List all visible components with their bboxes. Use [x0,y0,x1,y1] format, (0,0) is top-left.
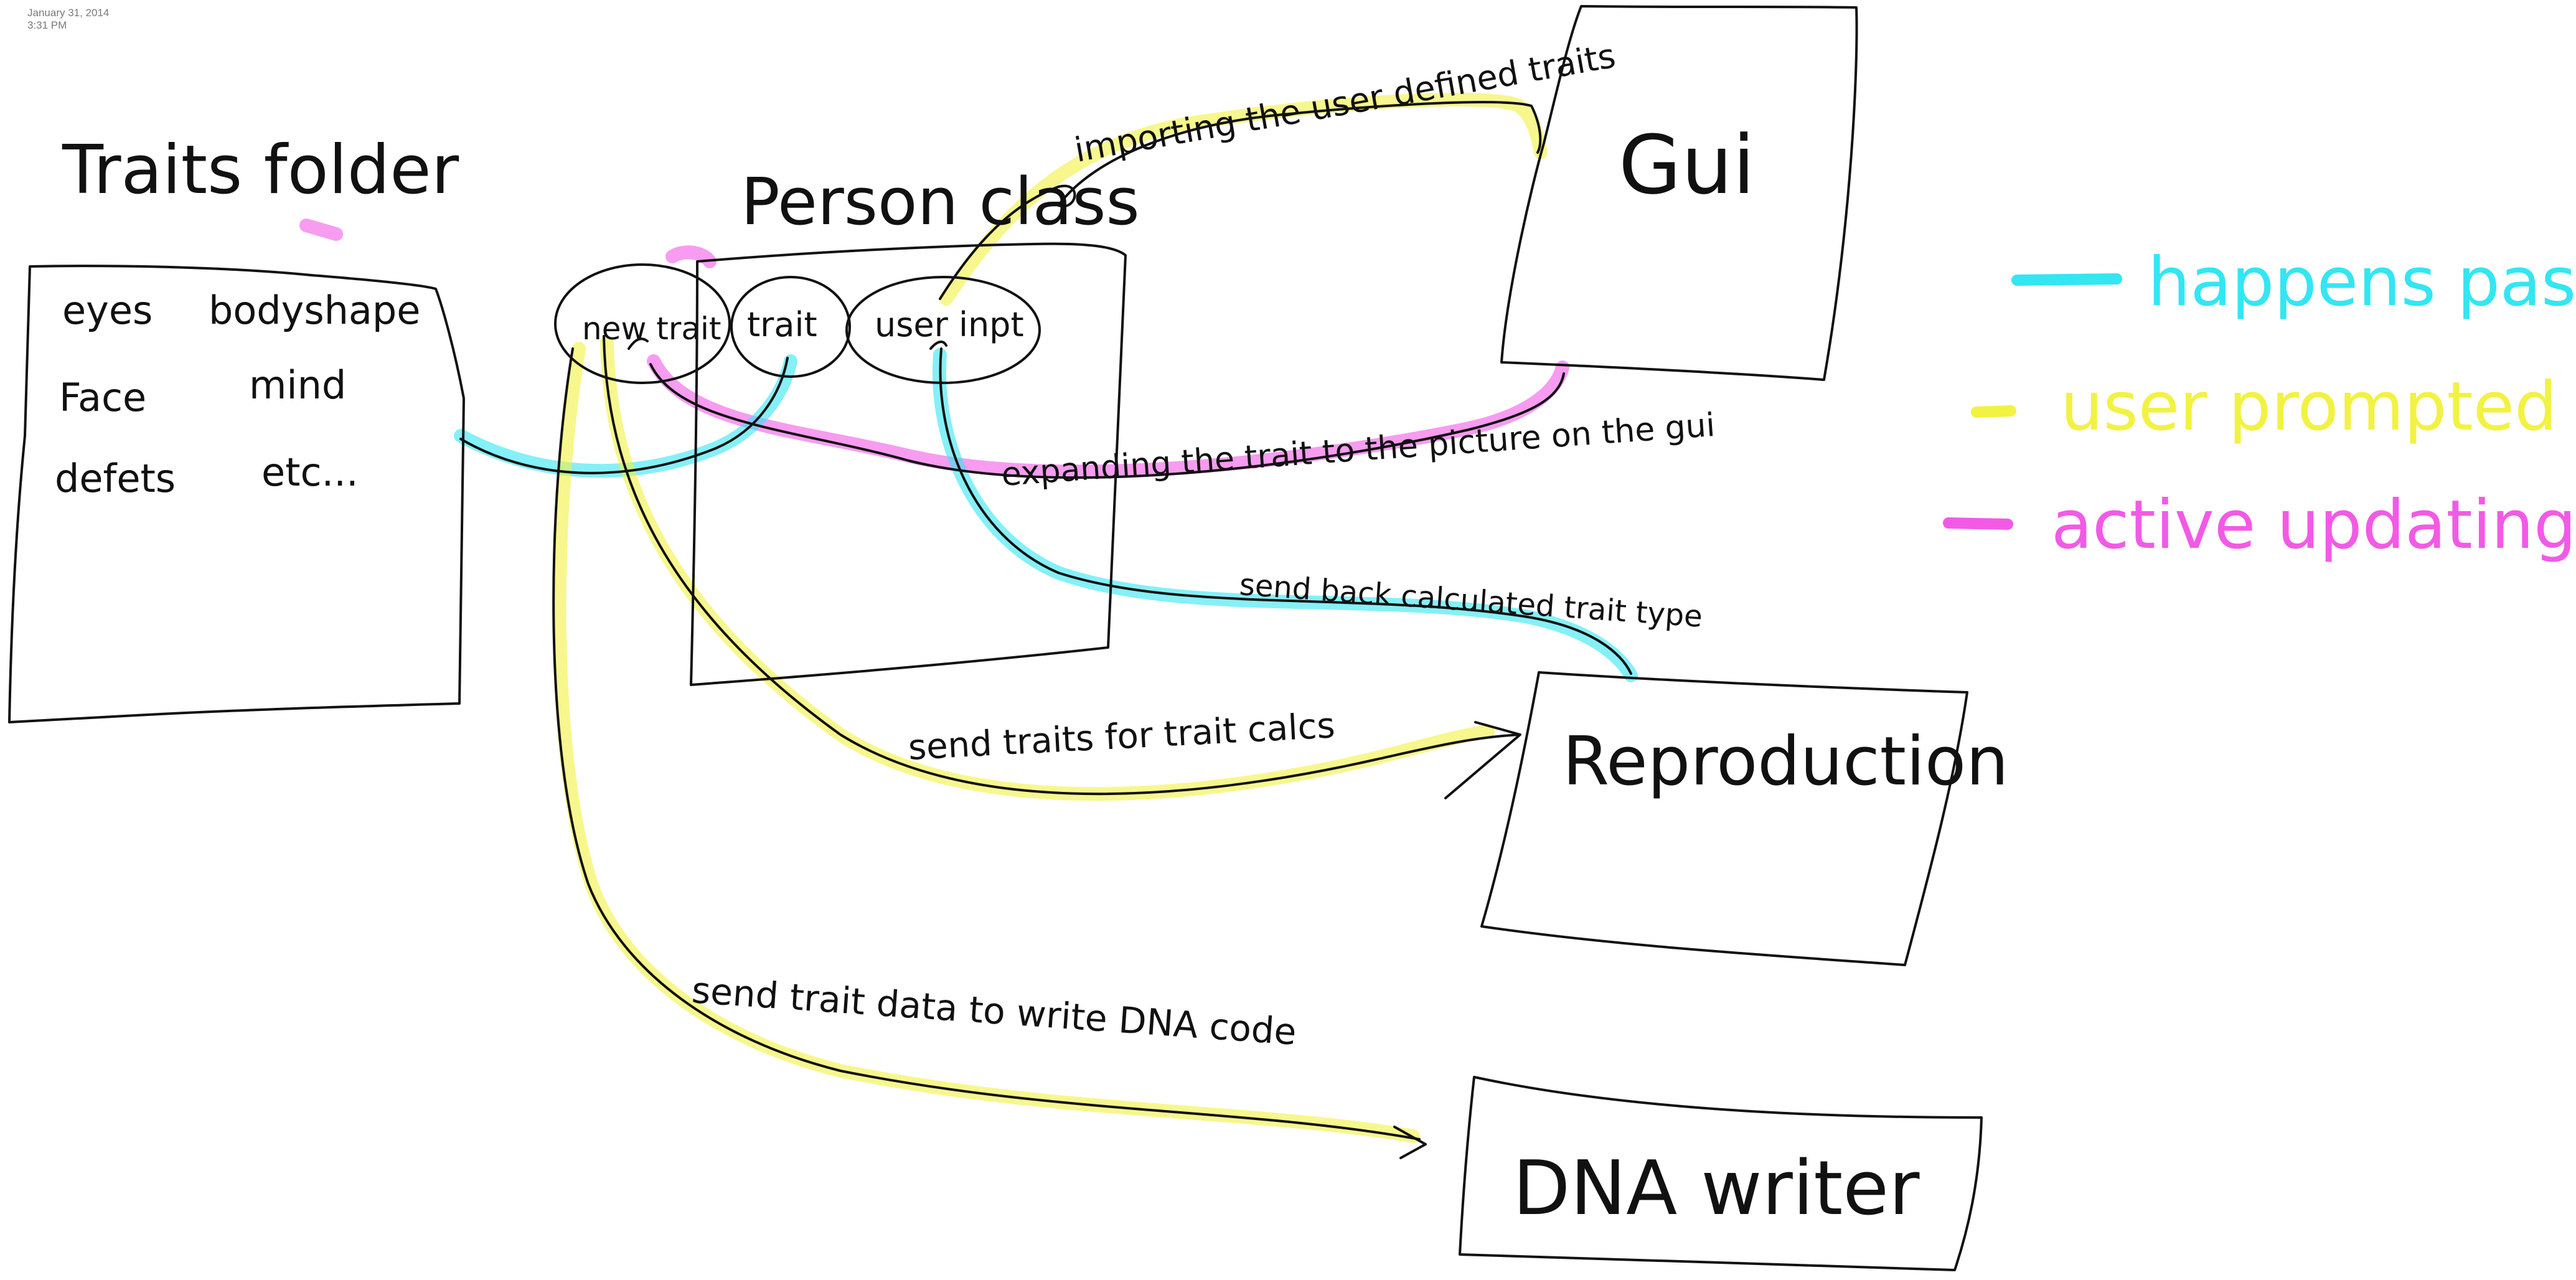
ink-mark-new-trait [628,337,649,350]
trait-item-face: Face [59,375,146,420]
note-time: 3:31 PM [27,19,67,31]
gui-label: Gui [1619,118,1755,212]
legend-label-passive: happens passive [2148,243,2576,321]
trait-item-bodyshape: bodyshape [209,288,420,333]
ellipse-new-trait [554,263,731,384]
ink-mark-user-inpt [929,341,947,350]
highlight-active-mark [665,245,717,268]
legend-swatch-active [1943,517,2013,530]
ellipse-user-inpt-label: user inpt [875,305,1024,344]
person-class-title: Person class [741,164,1140,240]
legend: happens passive user prompted active upd… [1943,243,2576,564]
legend-label-user-prompted: user prompted [2061,368,2557,446]
arrow-to-dna-writer [1393,1126,1427,1159]
reproduction-box [1480,671,1968,966]
line-folder-to-trait [459,357,789,474]
dna-writer-box [1459,1076,1983,1271]
traits-folder-box [8,265,465,723]
ellipse-trait-label: trait [747,305,817,344]
ellipse-new-trait-label: new trait [582,311,722,347]
trait-item-etc: etc... [261,449,359,495]
annotation-send-back: send back calculated trait type [1238,567,1703,634]
line-send-back [939,347,1632,675]
annotation-send-trait-data: send trait data to write DNA code [690,969,1298,1053]
person-class-box [690,242,1127,686]
legend-swatch-passive [2011,273,2122,286]
trait-item-eyes: eyes [62,288,153,333]
ellipse-trait [730,276,851,378]
line-send-trait-data [552,347,1421,1141]
reproduction-label: Reproduction [1563,723,2009,801]
annotation-send-traits: send traits for trait calcs [907,705,1336,768]
trait-item-defets: defets [55,456,176,501]
note-date: January 31, 2014 [27,7,109,19]
legend-swatch-user-prompted [1971,405,2016,418]
legend-label-active: active updating [2051,486,2576,564]
ellipse-user-inpt [845,276,1041,384]
traits-folder-title: Traits folder [62,131,459,209]
line-send-traits [603,335,1520,796]
arrow-to-reproduction [1444,721,1521,799]
gui-box [1500,5,1858,381]
line-import-traits [939,101,1542,300]
highlight-folder-mark [299,219,343,241]
line-expanding [649,363,1565,479]
dna-writer-label: DNA writer [1513,1146,1920,1232]
trait-item-mind: mind [249,362,346,408]
annotation-expanding: expanding the trait to the picture on th… [1000,407,1716,494]
